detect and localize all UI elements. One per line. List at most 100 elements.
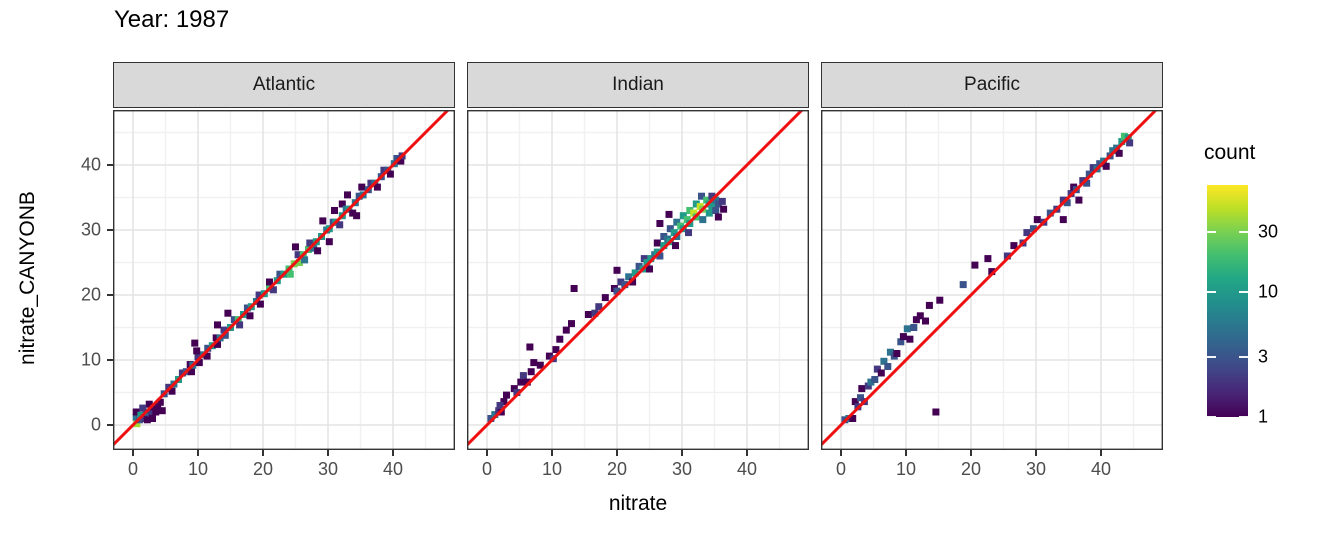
bin-tile — [916, 312, 924, 320]
plot-title: Year: 1987 — [114, 6, 230, 33]
bin-tile — [613, 287, 621, 295]
bin-tile — [527, 368, 535, 376]
bin-tile — [212, 334, 220, 342]
bin-tile — [523, 378, 531, 386]
legend-tick-mark — [1239, 416, 1248, 418]
bin-tile — [925, 301, 933, 309]
bin-tile — [1059, 196, 1067, 204]
bin-tile — [897, 338, 905, 346]
legend-tick-mark — [1239, 356, 1248, 359]
bin-tile — [301, 256, 309, 264]
panel-plot-atlantic — [113, 110, 455, 450]
x-tick-label: 20 — [960, 459, 982, 479]
identity-line — [113, 110, 451, 448]
x-tick-label: 20 — [252, 459, 274, 479]
bin-tile — [562, 326, 570, 334]
bin-tile — [191, 339, 199, 347]
bin-tile — [168, 387, 176, 395]
bin-tile — [158, 407, 166, 415]
bin-tile — [685, 229, 692, 237]
bin-tile — [922, 317, 929, 325]
bin-tile — [491, 411, 499, 419]
facet-strip-pacific: Pacific — [821, 62, 1163, 108]
bin-tile — [601, 294, 609, 302]
bin-tile — [720, 205, 728, 213]
bin-tile — [1085, 170, 1093, 178]
identity-line — [821, 110, 1159, 448]
bin-tile — [871, 376, 879, 383]
facet-strip-label: Pacific — [964, 74, 1020, 95]
bin-tile — [358, 183, 366, 191]
y-tick-mark — [107, 229, 113, 231]
bin-tile — [912, 316, 920, 324]
bin-tile — [568, 320, 575, 328]
bin-tile — [886, 348, 894, 356]
bin-tile — [255, 291, 263, 299]
bin-tile — [858, 385, 866, 393]
bin-tile — [683, 216, 691, 224]
x-tick-label: 0 — [835, 459, 847, 479]
bin-tile — [880, 357, 888, 365]
bin-tile — [139, 404, 147, 412]
bin-tile — [286, 270, 294, 278]
identity-line — [467, 110, 805, 448]
bin-tile — [584, 311, 592, 318]
bin-tile — [214, 321, 221, 329]
x-tick-label: 20 — [606, 459, 628, 479]
bin-tile — [708, 203, 716, 211]
x-tick-mark — [132, 450, 134, 456]
bin-tile — [692, 200, 700, 208]
bin-tile — [1010, 242, 1018, 250]
bin-tile — [236, 321, 244, 329]
bin-tile — [269, 286, 277, 294]
x-tick-label: 40 — [382, 459, 404, 479]
bin-tile — [1033, 216, 1041, 224]
bin-tile — [178, 369, 186, 377]
y-tick-mark — [107, 294, 113, 296]
bin-tile — [984, 255, 992, 263]
facet-atlantic: Atlantic — [113, 62, 455, 450]
legend-tick-label: 3 — [1258, 346, 1269, 367]
x-tick-mark — [1035, 450, 1037, 456]
bin-tile — [256, 300, 264, 308]
bin-tile — [1083, 179, 1091, 187]
bin-tile — [1063, 199, 1071, 207]
bin-tile — [670, 229, 678, 237]
x-tick-label: 0 — [481, 459, 493, 479]
bin-tile — [344, 191, 351, 199]
bin-tile — [959, 281, 967, 289]
bin-tile — [884, 363, 892, 370]
bin-tile — [591, 309, 599, 317]
bin-tile — [552, 346, 560, 354]
x-tick-label: 30 — [671, 459, 693, 479]
panel-plot-indian — [467, 110, 809, 450]
bin-tile — [221, 331, 229, 339]
bin-tile — [380, 166, 388, 174]
bin-tile — [705, 209, 713, 217]
bin-tile — [1079, 177, 1087, 185]
bin-tile — [629, 278, 637, 286]
x-tick-label: 10 — [541, 459, 563, 479]
bin-tile — [306, 239, 314, 247]
bin-tile — [132, 408, 140, 416]
facet-pacific: Pacific — [821, 62, 1163, 450]
y-tick-mark — [107, 164, 113, 166]
legend-tick-mark — [1207, 291, 1216, 294]
bin-tile — [214, 340, 221, 348]
bin-tile — [666, 225, 674, 233]
x-tick-label: 30 — [317, 459, 339, 479]
bin-tile — [203, 352, 211, 360]
bin-tile — [903, 325, 911, 333]
bin-tile — [613, 266, 621, 274]
bin-tile — [1023, 229, 1031, 237]
bin-tile — [877, 369, 885, 377]
bin-tile — [193, 347, 201, 355]
bin-tile — [906, 335, 914, 343]
bin-tile — [1115, 149, 1123, 157]
bin-tile — [708, 192, 716, 200]
legend-tick-mark — [1239, 291, 1248, 294]
x-tick-label: 40 — [1090, 459, 1112, 479]
bin-tile — [656, 252, 664, 260]
legend-colorbar — [1207, 185, 1248, 418]
